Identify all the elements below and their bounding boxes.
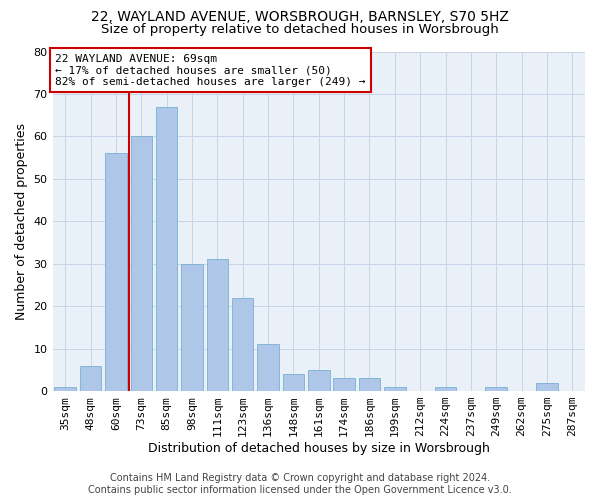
Bar	[131, 136, 152, 391]
Y-axis label: Number of detached properties: Number of detached properties	[15, 123, 28, 320]
Bar	[206, 260, 228, 391]
Text: Size of property relative to detached houses in Worsbrough: Size of property relative to detached ho…	[101, 22, 499, 36]
Bar	[384, 387, 406, 391]
Bar	[283, 374, 304, 391]
Bar	[257, 344, 279, 391]
Bar	[536, 382, 558, 391]
Text: 22 WAYLAND AVENUE: 69sqm
← 17% of detached houses are smaller (50)
82% of semi-d: 22 WAYLAND AVENUE: 69sqm ← 17% of detach…	[55, 54, 365, 87]
Bar	[359, 378, 380, 391]
Bar	[232, 298, 253, 391]
Bar	[55, 387, 76, 391]
Bar	[156, 106, 178, 391]
Bar	[308, 370, 329, 391]
Bar	[435, 387, 457, 391]
X-axis label: Distribution of detached houses by size in Worsbrough: Distribution of detached houses by size …	[148, 442, 490, 455]
Text: Contains HM Land Registry data © Crown copyright and database right 2024.
Contai: Contains HM Land Registry data © Crown c…	[88, 474, 512, 495]
Bar	[80, 366, 101, 391]
Bar	[181, 264, 203, 391]
Bar	[334, 378, 355, 391]
Text: 22, WAYLAND AVENUE, WORSBROUGH, BARNSLEY, S70 5HZ: 22, WAYLAND AVENUE, WORSBROUGH, BARNSLEY…	[91, 10, 509, 24]
Bar	[105, 154, 127, 391]
Bar	[485, 387, 507, 391]
